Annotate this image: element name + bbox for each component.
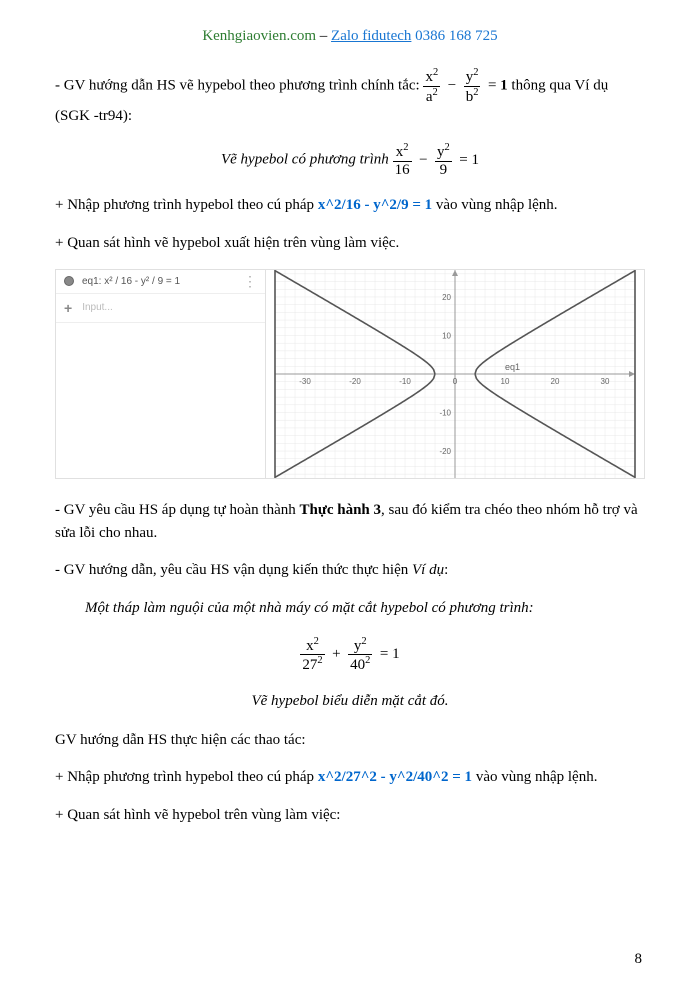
equation-display-2: x2272 + y2402 = 1: [55, 636, 645, 674]
geogebra-sidebar: eq1: x² / 16 - y² / 9 = 1 ⋮ + Input...: [56, 270, 266, 478]
para1-rhs: 1: [500, 77, 508, 93]
paragraph-input-syntax-1: + Nhập phương trình hypebol theo cú pháp…: [55, 194, 645, 217]
para2-pre: + Nhập phương trình hypebol theo cú pháp: [55, 197, 318, 213]
visibility-dot-icon[interactable]: [64, 276, 74, 286]
para9-post: vào vùng nhập lệnh.: [472, 769, 597, 785]
draw-instruction: Vẽ hypebol biểu diễn mặt cắt đó.: [55, 690, 645, 713]
para5-pre: - GV hướng dẫn, yêu cầu HS vận dụng kiến…: [55, 562, 412, 578]
kebab-menu-icon[interactable]: ⋮: [243, 276, 257, 286]
svg-text:eq1: eq1: [505, 362, 520, 372]
svg-text:0: 0: [453, 377, 458, 386]
site-name: Kenhgiaovien.com: [202, 28, 316, 44]
fraction-y2-b2: y2b2: [464, 67, 481, 105]
code-syntax-2: x^2/27^2 - y^2/40^2 = 1: [318, 769, 472, 785]
svg-text:-10: -10: [439, 408, 451, 417]
paragraph-observe-2: + Quan sát hình vẽ hypebol trên vùng làm…: [55, 804, 645, 827]
equation-row[interactable]: eq1: x² / 16 - y² / 9 = 1 ⋮: [56, 270, 265, 294]
paragraph-practice: - GV yêu cầu HS áp dụng tự hoàn thành Th…: [55, 499, 645, 546]
fraction-x2-a2: x2a2: [423, 67, 440, 105]
hyperbola-svg: -30 -20 -10 0 10 20 30 -20 -10 10 20 eq1: [266, 270, 644, 478]
problem-statement: Một tháp làm nguội của một nhà máy có mặ…: [55, 597, 645, 620]
svg-text:-20: -20: [439, 447, 451, 456]
svg-text:20: 20: [551, 377, 560, 386]
input-placeholder: Input...: [82, 302, 113, 313]
page-header: Kenhgiaovien.com – Zalo fidutech 0386 16…: [55, 28, 645, 45]
phone-number: 0386 168 725: [411, 28, 497, 44]
paragraph-intro: - GV hướng dẫn HS vẽ hypebol theo phương…: [55, 67, 645, 128]
svg-text:10: 10: [501, 377, 510, 386]
svg-text:-30: -30: [299, 377, 311, 386]
paragraph-observe-1: + Quan sát hình vẽ hypebol xuất hiện trê…: [55, 232, 645, 255]
para5-post: :: [444, 562, 448, 578]
para9-pre: + Nhập phương trình hypebol theo cú pháp: [55, 769, 318, 785]
paragraph-example: - GV hướng dẫn, yêu cầu HS vận dụng kiến…: [55, 559, 645, 582]
code-syntax-1: x^2/16 - y^2/9 = 1: [318, 197, 432, 213]
para4-pre: - GV yêu cầu HS áp dụng tự hoàn thành: [55, 502, 299, 518]
paragraph-input-syntax-2: + Nhập phương trình hypebol theo cú pháp…: [55, 766, 645, 789]
page-number: 8: [635, 951, 643, 968]
svg-text:-10: -10: [399, 377, 411, 386]
equation-display-1: Vẽ hypebol có phương trình x216 − y29 = …: [55, 142, 645, 178]
header-dash: –: [316, 28, 331, 44]
para1-pre: - GV hướng dẫn HS vẽ hypebol theo phương…: [55, 77, 423, 93]
para4-bold: Thực hành 3: [299, 502, 381, 518]
geogebra-graph[interactable]: -30 -20 -10 0 10 20 30 -20 -10 10 20 eq1: [266, 270, 644, 478]
zalo-link[interactable]: Zalo fidutech: [331, 28, 411, 44]
input-row[interactable]: + Input...: [56, 294, 265, 323]
svg-text:20: 20: [442, 293, 451, 302]
svg-text:10: 10: [442, 331, 451, 340]
svg-text:-20: -20: [349, 377, 361, 386]
svg-text:30: 30: [601, 377, 610, 386]
eq1-pre: Vẽ hypebol có phương trình: [221, 152, 393, 168]
para5-italic: Ví dụ: [412, 562, 444, 578]
plus-icon[interactable]: +: [64, 300, 72, 316]
para2-post: vào vùng nhập lệnh.: [432, 197, 557, 213]
equation-label: eq1: x² / 16 - y² / 9 = 1: [82, 276, 243, 287]
geogebra-panel: eq1: x² / 16 - y² / 9 = 1 ⋮ + Input... -…: [55, 269, 645, 479]
paragraph-steps: GV hướng dẫn HS thực hiện các thao tác:: [55, 729, 645, 752]
